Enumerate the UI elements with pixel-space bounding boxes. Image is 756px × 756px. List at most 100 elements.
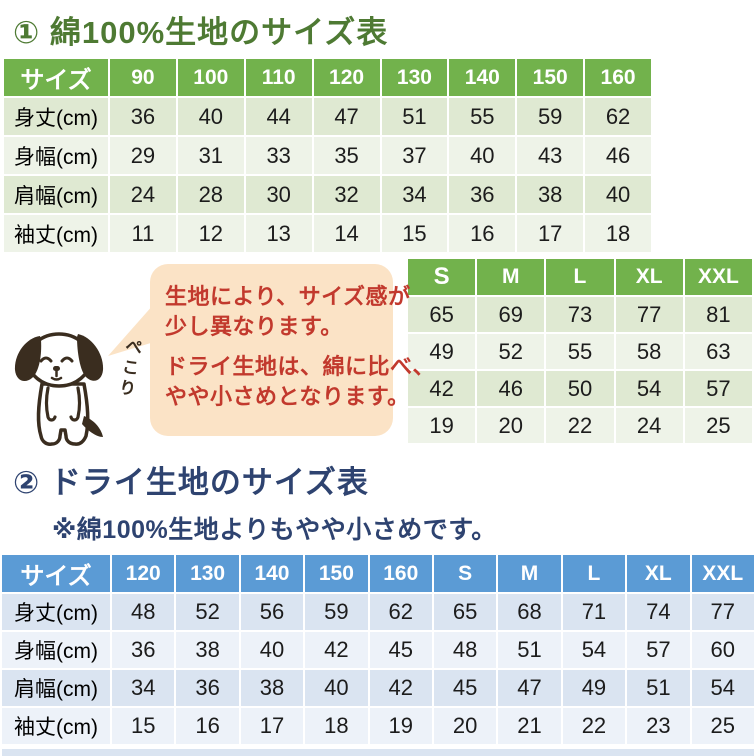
table-row: 袖丈(cm) 11 12 13 14 15 16 17 18 [2, 213, 653, 254]
header-cell: XXL [682, 257, 755, 297]
table-cell: 43 [515, 135, 586, 176]
table-cell: 42 [367, 668, 434, 708]
table-cell: 36 [108, 96, 178, 137]
table-cell: 52 [174, 592, 241, 632]
table-cell: 71 [560, 592, 628, 632]
table-cell: 68 [496, 592, 563, 632]
table-cell: 17 [515, 213, 586, 254]
table-cell: 45 [431, 668, 499, 708]
bubble-line: 生地により、サイズ感が [165, 284, 411, 309]
table-cell: 29 [108, 135, 178, 176]
table-cell: 51 [379, 96, 450, 137]
section1-title: ① 綿100%生地のサイズ表 [13, 15, 389, 50]
table-cell: 20 [431, 706, 499, 746]
section2-subtitle: ※綿100%生地よりもやや小さめです。 [52, 516, 497, 544]
table-cell: 60 [689, 630, 756, 670]
dry-size-table: サイズ 120 130 140 150 160 S M L XL XXL 身丈(cm) 48 52 56 59… [0, 553, 756, 746]
header-row: S M L XL XXL [405, 257, 755, 297]
table-row: 19 20 22 24 25 [405, 406, 755, 445]
table-cell: 22 [560, 706, 628, 746]
table-cell: 54 [613, 369, 685, 408]
speech-bubble: 生地により、サイズ感が 少し異なります。 ドライ生地は、綿に比べ、 やや小さめと… [150, 264, 436, 436]
table-cell: 30 [243, 174, 314, 215]
table-cell: 19 [405, 406, 478, 445]
table-cell: 81 [682, 295, 755, 334]
table-cell: 21 [496, 706, 563, 746]
header-cell: XL [625, 553, 692, 594]
table-cell: 24 [108, 174, 178, 215]
table-cell: 31 [175, 135, 246, 176]
header-cell: 150 [303, 553, 370, 594]
header-cell: 140 [447, 57, 518, 98]
bubble-line: やや小さめとなります。 [165, 384, 410, 409]
row-label: 肩幅(cm) [0, 668, 112, 708]
table-cell: 77 [613, 295, 685, 334]
table-cell: 46 [583, 135, 653, 176]
table-cell: 55 [544, 332, 616, 371]
table-cell: 19 [367, 706, 434, 746]
table-cell: 18 [583, 213, 653, 254]
table-cell: 54 [560, 630, 628, 670]
table-cell: 57 [682, 369, 755, 408]
table-cell: 25 [689, 706, 756, 746]
header-cell: 130 [379, 57, 450, 98]
table-row: 身丈(cm) 36 40 44 47 51 55 59 62 [2, 96, 653, 137]
table-cell: 33 [243, 135, 314, 176]
table-cell: 32 [311, 174, 382, 215]
table-cell: 38 [238, 668, 306, 708]
speech-bubble-tail [108, 304, 154, 356]
table-cell: 69 [475, 295, 547, 334]
table-cell: 15 [109, 706, 177, 746]
table-cell: 49 [405, 332, 478, 371]
header-cell: 90 [108, 57, 178, 98]
table-cell: 45 [367, 630, 434, 670]
row-label: 袖丈(cm) [2, 213, 110, 254]
header-cell: 120 [311, 57, 382, 98]
table-cell: 25 [682, 406, 755, 445]
table-cell: 22 [544, 406, 616, 445]
bubble-spacer [165, 342, 393, 352]
row-label: 身丈(cm) [0, 592, 112, 632]
header-cell: 130 [174, 553, 241, 594]
table-cell: 36 [109, 630, 177, 670]
table-cell: 36 [174, 668, 241, 708]
table-cell: 16 [447, 213, 518, 254]
header-cell: 120 [109, 553, 177, 594]
table-row: 袖丈(cm) 15 16 17 18 19 20 21 22 23 25 [0, 706, 756, 746]
table-cell: 12 [175, 213, 246, 254]
table-cell: 49 [560, 668, 628, 708]
table-cell: 42 [405, 369, 478, 408]
bubble-line: 少し異なります。 [165, 314, 343, 339]
header-cell: M [496, 553, 563, 594]
table-cell: 58 [613, 332, 685, 371]
table-cell: 38 [174, 630, 241, 670]
header-cell: M [475, 257, 547, 297]
table-cell: 48 [431, 630, 499, 670]
header-cell: 150 [515, 57, 586, 98]
bowing-dog-illustration [14, 332, 104, 446]
table-cell: 38 [515, 174, 586, 215]
table-row: 身幅(cm) 29 31 33 35 37 40 43 46 [2, 135, 653, 176]
header-cell: S [405, 257, 478, 297]
table-cell: 36 [447, 174, 518, 215]
header-cell: 160 [367, 553, 434, 594]
row-label: 身幅(cm) [2, 135, 110, 176]
table-cell: 48 [109, 592, 177, 632]
table-cell: 17 [238, 706, 306, 746]
row-label: 肩幅(cm) [2, 174, 110, 215]
table-cell: 14 [311, 213, 382, 254]
table-cell: 28 [175, 174, 246, 215]
table-cell: 34 [379, 174, 450, 215]
table-cell: 52 [475, 332, 547, 371]
table-cell: 51 [625, 668, 692, 708]
table-row: 身幅(cm) 36 38 40 42 45 48 51 54 57 60 [0, 630, 756, 670]
bubble-line: ドライ生地は、綿に比べ、 [165, 354, 436, 379]
header-cell: XXL [689, 553, 756, 594]
table-cell: 47 [496, 668, 563, 708]
table-cell: 62 [583, 96, 653, 137]
table-cell: 15 [379, 213, 450, 254]
table-cell: 59 [515, 96, 586, 137]
table-cell: 73 [544, 295, 616, 334]
table-row: 42 46 50 54 57 [405, 369, 755, 408]
table-cell: 40 [175, 96, 246, 137]
